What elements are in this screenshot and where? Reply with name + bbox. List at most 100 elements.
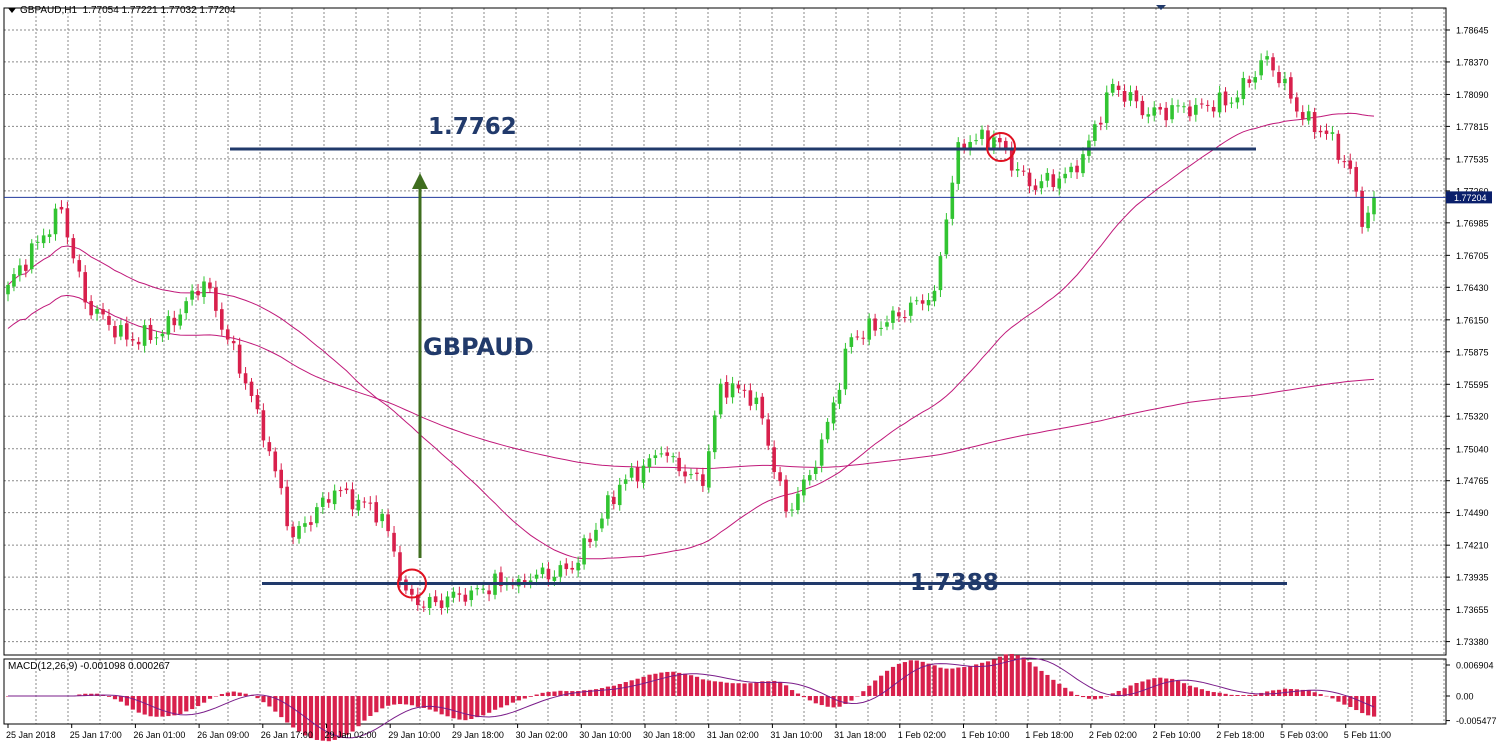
candle-body [1194, 104, 1198, 115]
candle [1300, 105, 1305, 126]
candle-body [433, 596, 438, 603]
time-axis[interactable]: 25 Jan 2018 25 Jan 17:00 26 Jan 01:00 26 Ja… [6, 724, 1391, 740]
candle [184, 297, 188, 320]
candle-body [897, 312, 901, 317]
candle-body [1140, 100, 1145, 116]
candle [891, 306, 895, 330]
dropdown-triangle-icon[interactable] [8, 7, 16, 13]
candle-body [392, 532, 396, 552]
candle-body [309, 522, 313, 525]
candle [89, 295, 93, 320]
macd-bar [1360, 696, 1365, 714]
macd-bar [974, 664, 979, 696]
candle [1342, 155, 1347, 169]
candle-body [332, 490, 337, 505]
macd-bar [362, 696, 367, 721]
candle [1188, 100, 1192, 122]
symbol-annotation: GBPAUD [423, 333, 534, 361]
candle [1182, 102, 1186, 114]
candle [1259, 53, 1263, 80]
candle-body [451, 591, 456, 598]
candle-body [1205, 104, 1210, 106]
macd-bar [172, 696, 177, 716]
candle [427, 593, 432, 615]
candle [303, 516, 307, 533]
candle-body [1015, 169, 1020, 171]
price-axis[interactable]: 1.78645 1.78370 1.78090 1.77815 1.77535 1.772… [1446, 25, 1497, 726]
candle [344, 482, 349, 494]
candle [766, 413, 771, 451]
macd-bar [1021, 657, 1026, 696]
candle-body [849, 337, 854, 347]
macd-bar [867, 685, 872, 696]
candle [220, 302, 224, 336]
candle-body [611, 496, 616, 505]
macd-bar [795, 693, 801, 696]
candle [1194, 98, 1198, 122]
candle-body [89, 301, 93, 316]
macd-bar [1063, 687, 1068, 696]
candle [730, 376, 735, 404]
chart-grid [4, 8, 1446, 724]
macd-bar [997, 656, 1003, 696]
candle [1253, 71, 1258, 90]
y-tick-label: 1.74765 [1456, 476, 1489, 486]
candle-body [671, 456, 675, 458]
macd-bar [178, 696, 183, 715]
candle [53, 203, 58, 241]
candle [1104, 85, 1109, 130]
candle-body [784, 479, 788, 512]
macd-bar [968, 666, 973, 696]
macd-bar [552, 691, 557, 696]
candle-body [148, 324, 153, 340]
candle [582, 534, 586, 570]
macd-bar [611, 685, 616, 696]
x-tick-label: 30 Jan 02:00 [516, 730, 568, 740]
resistance-label: 1.7762 [428, 114, 517, 140]
candle [843, 342, 848, 396]
candle [386, 509, 390, 537]
macd-bar [160, 696, 165, 717]
candle-body [202, 281, 206, 298]
y-tick-label: 1.76430 [1456, 283, 1489, 293]
candle [1033, 178, 1038, 195]
candle [647, 454, 652, 473]
price-levels [230, 147, 1287, 586]
candle-body [677, 457, 681, 472]
macd-bar [724, 682, 729, 696]
macd-bar [338, 696, 343, 738]
candlestick-series [6, 50, 1376, 615]
candle [671, 452, 675, 463]
candle-body [807, 475, 812, 481]
macd-bar [861, 691, 866, 696]
candle-body [855, 336, 860, 338]
macd-bar [1086, 696, 1092, 699]
candle-body [790, 509, 794, 511]
candle [35, 235, 40, 250]
candle [279, 463, 283, 495]
candle [796, 486, 800, 515]
candle-body [1116, 85, 1121, 90]
candle [113, 320, 117, 345]
current-price-tag [1446, 191, 1492, 204]
candle [41, 228, 46, 248]
macd-bar [1045, 674, 1050, 696]
candle-body [724, 382, 729, 398]
y-tick-label: 1.76705 [1456, 251, 1489, 261]
candle [320, 492, 325, 514]
chart-header: GBPAUD,H1 1.77054 1.77221 1.77032 1.7720… [8, 5, 236, 16]
candle [350, 482, 355, 517]
candle [261, 403, 266, 448]
y-tick-label: 1.76985 [1456, 218, 1489, 228]
candle [24, 259, 28, 278]
macd-bar [302, 696, 308, 736]
candle [564, 558, 569, 576]
candle [855, 330, 860, 341]
macd-bar [1199, 689, 1204, 696]
candle [956, 137, 961, 190]
macd-bar [374, 696, 379, 713]
candle-body [647, 458, 652, 468]
candle [1229, 97, 1234, 109]
candle-body [861, 337, 866, 339]
candle-body [1033, 185, 1038, 190]
